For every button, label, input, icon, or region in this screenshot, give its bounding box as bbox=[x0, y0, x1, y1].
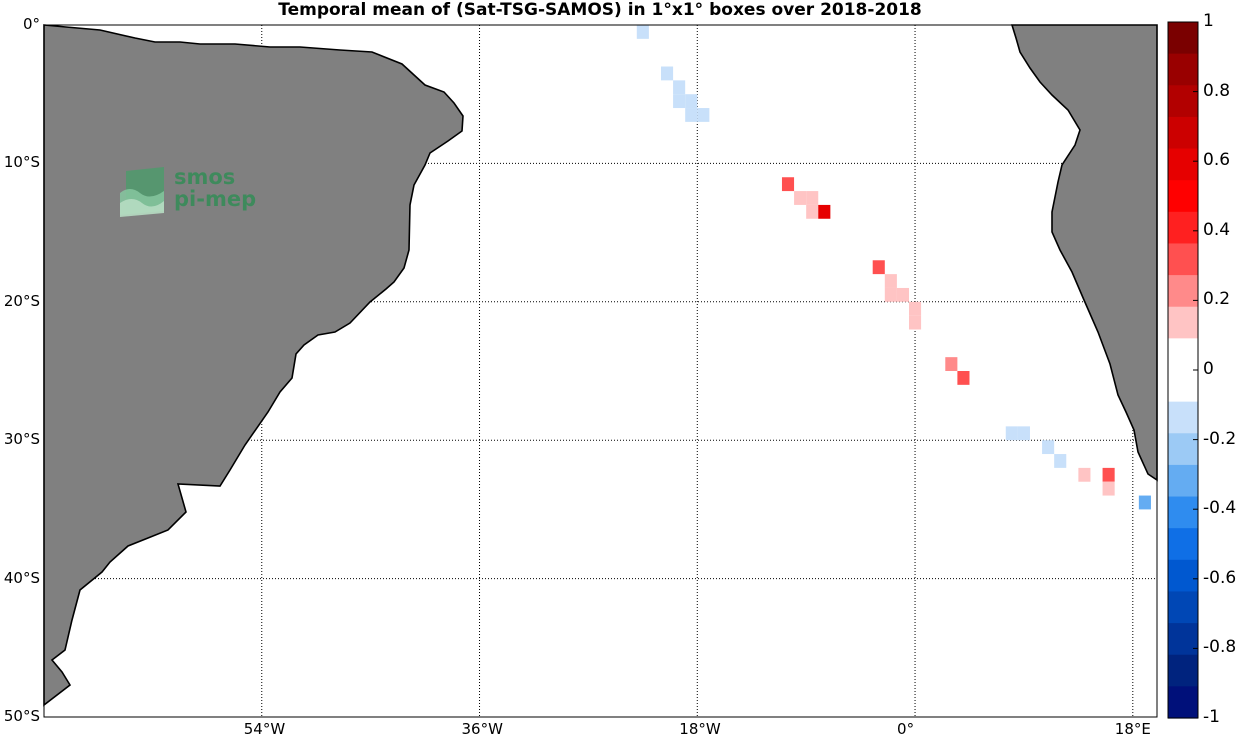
data-cell bbox=[896, 287, 909, 302]
logo-line2: pi-mep bbox=[174, 187, 257, 211]
colorbar-bin bbox=[1168, 496, 1198, 529]
data-cell bbox=[697, 108, 710, 122]
colorbar-label: -0.8 bbox=[1203, 637, 1237, 658]
colorbar-bin bbox=[1168, 275, 1198, 308]
colorbar-label: -0.6 bbox=[1203, 567, 1237, 588]
y-tick-label: 0° bbox=[22, 15, 40, 33]
data-cell bbox=[673, 80, 686, 95]
colorbar-bin bbox=[1168, 211, 1198, 245]
data-cell bbox=[806, 191, 819, 205]
colorbar-bin bbox=[1168, 116, 1198, 150]
colorbar-bin bbox=[1168, 180, 1198, 213]
smos-pimep-logo: smos pi-mep bbox=[118, 163, 258, 219]
x-tick-label: 18°E bbox=[1114, 720, 1151, 738]
data-cell bbox=[636, 25, 649, 39]
colorbar-label: -1 bbox=[1203, 707, 1220, 727]
data-cell bbox=[1078, 467, 1091, 482]
colorbar-bin bbox=[1168, 85, 1198, 118]
colorbar-label: 0.2 bbox=[1203, 289, 1231, 310]
y-tick-label: 10°S bbox=[3, 153, 40, 172]
data-cell bbox=[945, 357, 958, 371]
colorbar-label: 0.8 bbox=[1203, 80, 1231, 101]
colorbar-label: -0.2 bbox=[1203, 428, 1237, 449]
data-cell bbox=[1005, 426, 1018, 441]
data-cell bbox=[908, 315, 922, 330]
data-cell bbox=[794, 191, 807, 205]
colorbar bbox=[1167, 21, 1199, 719]
data-cell bbox=[673, 94, 686, 109]
colorbar-bin bbox=[1168, 370, 1198, 403]
colorbar-label: 0.6 bbox=[1203, 150, 1231, 171]
x-tick-label: 54°W bbox=[243, 720, 286, 738]
data-cell bbox=[685, 108, 698, 122]
colorbar-bin bbox=[1168, 623, 1198, 656]
data-cell bbox=[818, 204, 831, 219]
data-cell bbox=[884, 287, 897, 302]
colorbar-label: -0.4 bbox=[1203, 498, 1237, 519]
x-tick-label: 0° bbox=[897, 720, 915, 738]
colorbar-label: 0 bbox=[1203, 359, 1214, 379]
colorbar-bin bbox=[1168, 559, 1198, 593]
data-cells bbox=[636, 25, 1151, 510]
colorbar-bin bbox=[1168, 338, 1198, 371]
colorbar-bin bbox=[1168, 528, 1198, 561]
wave-logo-icon bbox=[120, 167, 164, 217]
data-cell bbox=[908, 301, 922, 316]
colorbar-bin bbox=[1168, 306, 1198, 339]
data-cell bbox=[1054, 454, 1067, 468]
colorbar-bin bbox=[1168, 464, 1198, 498]
colorbar-bin bbox=[1168, 401, 1198, 434]
y-tick-label: 20°S bbox=[3, 291, 40, 310]
colorbar-bin bbox=[1168, 22, 1198, 55]
map-title: Temporal mean of (Sat-TSG-SAMOS) in 1°x1… bbox=[278, 0, 922, 20]
data-cell bbox=[1138, 495, 1151, 510]
data-cell bbox=[1042, 440, 1055, 455]
colorbar-bin bbox=[1168, 591, 1198, 624]
colorbar-bin bbox=[1168, 148, 1198, 181]
colorbar-bin bbox=[1168, 53, 1198, 86]
plot-frame bbox=[43, 24, 1158, 718]
data-cell bbox=[1102, 467, 1115, 482]
logo-line1: smos bbox=[174, 165, 236, 189]
colorbar-bin bbox=[1168, 243, 1198, 276]
y-tick-label: 40°S bbox=[3, 568, 40, 587]
data-cell bbox=[685, 94, 698, 109]
colorbar-bin bbox=[1168, 686, 1198, 719]
data-cell bbox=[872, 260, 885, 275]
y-tick-label: 50°S bbox=[3, 707, 40, 725]
colorbar-bin bbox=[1168, 654, 1198, 687]
data-cell bbox=[781, 177, 795, 192]
data-cell bbox=[660, 66, 674, 81]
x-tick-label: 18°W bbox=[679, 720, 721, 738]
colorbar-bin bbox=[1168, 433, 1198, 466]
data-cell bbox=[1102, 481, 1115, 496]
africa-landmass bbox=[1010, 24, 1158, 482]
data-cell bbox=[884, 274, 897, 288]
data-cell bbox=[806, 204, 819, 219]
colorbar-label: 0.4 bbox=[1203, 219, 1231, 240]
y-tick-label: 30°S bbox=[3, 430, 40, 449]
data-cell bbox=[1017, 426, 1030, 441]
data-cell bbox=[957, 371, 970, 385]
colorbar-label: 1 bbox=[1203, 11, 1214, 31]
x-tick-label: 36°W bbox=[461, 720, 503, 738]
